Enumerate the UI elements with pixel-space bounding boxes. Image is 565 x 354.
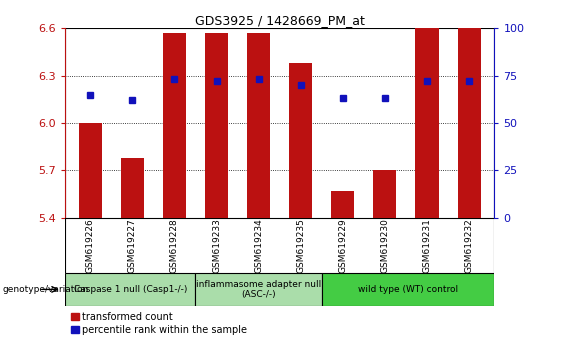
Legend: transformed count, percentile rank within the sample: transformed count, percentile rank withi… [70,311,249,336]
Bar [121,158,144,218]
Bar [289,63,312,218]
Bar [65,273,195,306]
Text: wild type (WT) control: wild type (WT) control [358,285,458,294]
Text: GSM619229: GSM619229 [338,218,347,273]
Text: Caspase 1 null (Casp1-/-): Caspase 1 null (Casp1-/-) [73,285,187,294]
Bar [79,123,102,218]
Bar [322,273,494,306]
Text: GSM619230: GSM619230 [380,218,389,273]
Text: GSM619235: GSM619235 [296,218,305,273]
Text: GSM619226: GSM619226 [86,218,95,273]
Text: GSM619234: GSM619234 [254,218,263,273]
Text: inflammasome adapter null
(ASC-/-): inflammasome adapter null (ASC-/-) [196,280,321,299]
Bar [205,33,228,218]
Text: GSM619232: GSM619232 [464,218,473,273]
Title: GDS3925 / 1428669_PM_at: GDS3925 / 1428669_PM_at [195,14,364,27]
Bar [458,28,481,218]
Text: GSM619231: GSM619231 [423,218,432,273]
Bar [373,170,397,218]
Bar [163,33,186,218]
Text: genotype/variation: genotype/variation [3,285,89,294]
Bar [195,273,322,306]
Bar [331,191,354,218]
Text: GSM619227: GSM619227 [128,218,137,273]
Bar [415,28,438,218]
Text: GSM619228: GSM619228 [170,218,179,273]
Text: GSM619233: GSM619233 [212,218,221,273]
Bar [247,33,270,218]
